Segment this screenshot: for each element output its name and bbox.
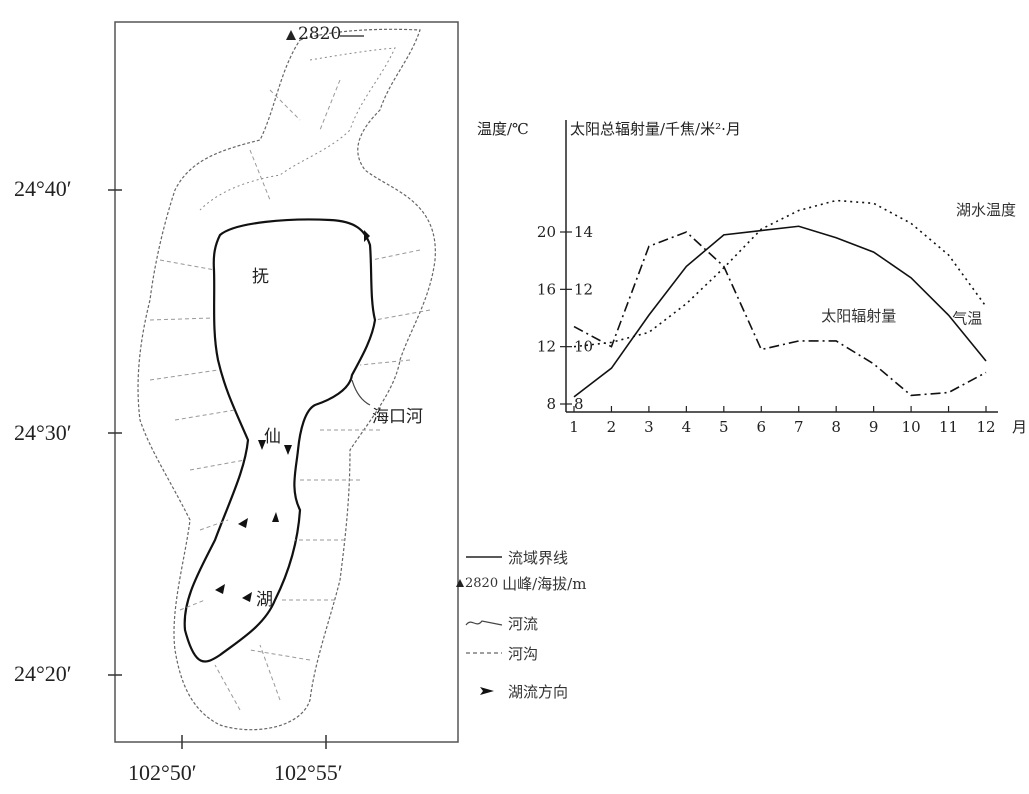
lat-label-24-40: 24°40′	[14, 176, 72, 201]
triangle-icon	[456, 579, 464, 587]
series-label: 气温	[952, 310, 982, 328]
x-tick-label: 6	[756, 418, 766, 436]
flow-arrow-icon	[272, 512, 279, 522]
peak-elevation-label: 2820	[298, 24, 342, 44]
right-axis-title: 太阳总辐射量/千焦/米²·月	[570, 120, 741, 138]
legend-label: 河沟	[508, 644, 539, 663]
radiation-tick-label: 8	[574, 395, 584, 413]
radiation-tick-label: 12	[574, 280, 593, 298]
legend-item-basin-boundary: 流域界线	[462, 546, 568, 568]
map-ticks	[108, 189, 327, 749]
series-line-dashdot	[573, 231, 987, 397]
flow-arrow-icon	[238, 518, 248, 528]
x-tick-label: 5	[719, 418, 729, 436]
lake-char-2: 仙	[264, 427, 281, 447]
x-tick-label: 7	[794, 418, 804, 436]
legend-item-flow-direction: 湖流方向	[462, 680, 568, 702]
radiation-tick-label: 10	[574, 338, 593, 356]
legend-label: 山峰/海拔/m	[502, 574, 587, 593]
outer-basin-boundary	[137, 28, 436, 731]
river-network	[149, 79, 431, 711]
flow-arrow-icon	[364, 230, 370, 242]
legend-item-river: 河流	[462, 612, 538, 634]
lake-basin-map	[108, 21, 459, 749]
flow-arrow-icon	[242, 592, 252, 602]
legend-peak-sample: 2820	[465, 575, 499, 591]
x-tick-label: 2	[607, 418, 617, 436]
lake-shoreline	[183, 218, 377, 663]
x-tick-label: 12	[976, 418, 995, 436]
legend-item-gully: 河沟	[462, 642, 538, 664]
peak-triangle-icon	[286, 30, 296, 40]
x-tick-label: 3	[644, 418, 654, 436]
x-tick-label: 4	[682, 418, 692, 436]
arrow-icon	[480, 687, 494, 695]
flow-arrow-icon	[215, 584, 225, 594]
series-label: 太阳辐射量	[821, 307, 896, 325]
lake-char-1: 抚	[252, 267, 269, 287]
series-line-solid	[573, 225, 987, 398]
x-tick-label: 1	[569, 418, 579, 436]
x-tick-label: 9	[869, 418, 879, 436]
temp-tick-label: 8	[546, 395, 556, 413]
temp-tick-label: 20	[537, 223, 556, 241]
legend-label: 河流	[508, 614, 539, 633]
legend-label: 湖流方向	[508, 682, 569, 701]
dashed-line-icon	[466, 652, 502, 654]
x-unit-label: 月	[1012, 418, 1027, 436]
left-axis-title: 温度/℃	[477, 120, 529, 138]
chart-labels: 8 812 1016 1220 141 2 3 4 5 6 7 8 9 10 11 12 月湖水温度太阳辐射量气…	[537, 201, 1027, 436]
solid-line-icon	[466, 556, 502, 558]
climate-chart: 8 812 1016 1220 141 2 3 4 5 6 7 8 9 10 11 12 月湖水温度太阳辐射量气…	[537, 120, 1027, 436]
legend-label: 流域界线	[508, 548, 569, 567]
outlet-river	[351, 379, 371, 406]
lon-label-102-50: 102°50′	[128, 760, 197, 785]
chart-series	[573, 199, 987, 398]
lon-label-102-55: 102°55′	[274, 760, 343, 785]
wavy-line-icon	[465, 620, 503, 626]
x-tick-label: 10	[902, 418, 921, 436]
outlet-river-label: 海口河	[372, 407, 423, 427]
chart-axes	[560, 120, 998, 413]
lat-label-24-30: 24°30′	[14, 420, 72, 445]
map-frame	[114, 21, 459, 743]
series-label: 湖水温度	[956, 201, 1016, 219]
flow-arrow-icon	[284, 445, 292, 455]
x-tick-label: 11	[939, 418, 958, 436]
inner-basin-wiggle	[199, 47, 396, 211]
legend-item-peak: 2820 山峰/海拔/m	[455, 572, 586, 594]
x-tick-label: 8	[831, 418, 841, 436]
temp-tick-label: 16	[537, 280, 556, 298]
lake-flow-arrows	[215, 230, 370, 602]
flow-arrow-icon	[258, 440, 266, 450]
lat-label-24-20: 24°20′	[14, 661, 72, 686]
temp-tick-label: 12	[537, 338, 556, 356]
radiation-tick-label: 14	[574, 223, 593, 241]
lake-char-3: 湖	[256, 590, 273, 610]
series-line-dotted	[573, 199, 987, 348]
